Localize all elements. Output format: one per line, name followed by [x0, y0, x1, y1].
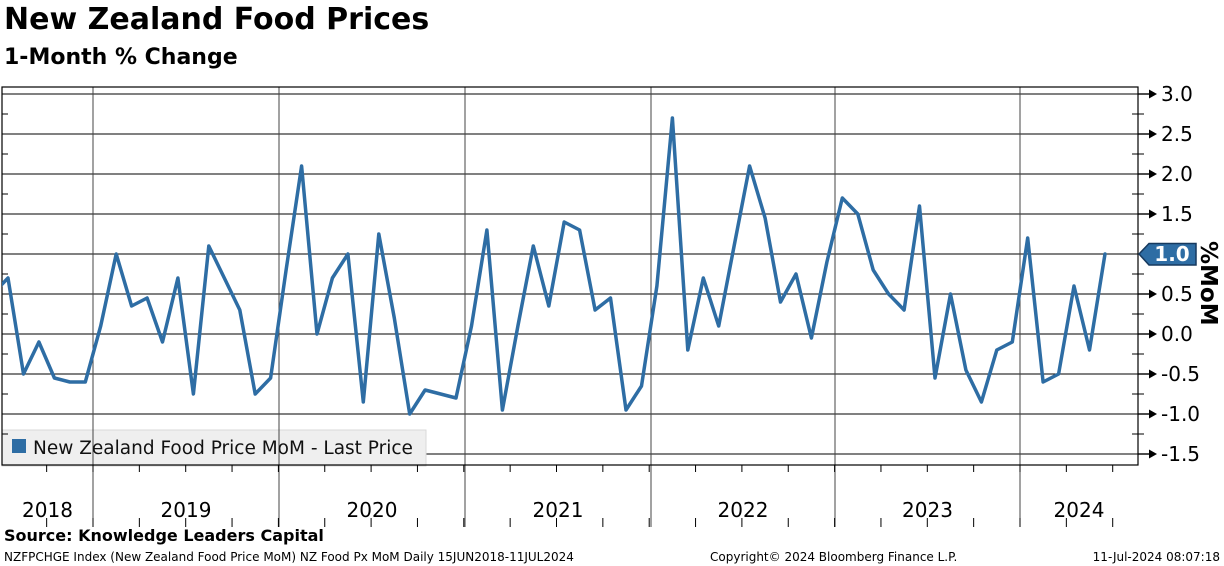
- svg-text:-0.5: -0.5: [1161, 362, 1200, 386]
- last-price-marker: 1.0: [1137, 242, 1197, 266]
- svg-text:1.5: 1.5: [1161, 202, 1193, 226]
- y-axis-minor-ticks-left: [2, 113, 8, 435]
- footer-copyright: Copyright© 2024 Bloomberg Finance L.P.: [710, 550, 958, 564]
- svg-text:1.0: 1.0: [1154, 242, 1189, 266]
- svg-text:2021: 2021: [533, 498, 584, 522]
- y-axis-right: -1.5 -1.0 -0.5 0.0 0.5 1.5 2.0 2.5 3.0: [1132, 82, 1200, 466]
- legend[interactable]: New Zealand Food Price MoM - Last Price: [12, 438, 413, 459]
- legend-box[interactable]: [1, 429, 427, 467]
- page-title: New Zealand Food Prices: [4, 2, 430, 37]
- y-gridlines: [2, 93, 1138, 455]
- footer-timestamp: 11-Jul-2024 08:07:18: [1092, 550, 1220, 564]
- svg-text:2023: 2023: [902, 498, 953, 522]
- x-axis-ticks: [46, 465, 1114, 527]
- x-axis-labels: 2018 2019 2020 2021 2022 2023 2024: [22, 498, 1104, 522]
- legend-label: New Zealand Food Price MoM - Last Price: [33, 438, 413, 459]
- svg-text:0.0: 0.0: [1161, 322, 1193, 346]
- svg-text:2019: 2019: [161, 498, 212, 522]
- chart-subtitle: 1-Month % Change: [4, 45, 238, 70]
- svg-text:2022: 2022: [718, 498, 769, 522]
- svg-text:-1.0: -1.0: [1161, 402, 1200, 426]
- legend-swatch: [12, 439, 26, 453]
- y-axis-unit-label: %MoM: [1195, 241, 1221, 326]
- source-label: Source: Knowledge Leaders Capital: [4, 526, 324, 545]
- svg-text:0.5: 0.5: [1161, 282, 1193, 306]
- svg-text:2.5: 2.5: [1161, 122, 1193, 146]
- svg-text:2.0: 2.0: [1161, 162, 1193, 186]
- svg-text:3.0: 3.0: [1161, 82, 1193, 106]
- plot-border: [1, 86, 1139, 466]
- svg-text:-1.5: -1.5: [1161, 442, 1200, 466]
- data-line-food-price-mom[interactable]: [0, 116, 1107, 416]
- svg-text:2020: 2020: [347, 498, 398, 522]
- svg-text:2018: 2018: [22, 498, 73, 522]
- year-gridlines: [92, 87, 1021, 527]
- svg-text:2024: 2024: [1054, 498, 1105, 522]
- footer-security-info: NZFPCHGE Index (New Zealand Food Price M…: [4, 550, 574, 564]
